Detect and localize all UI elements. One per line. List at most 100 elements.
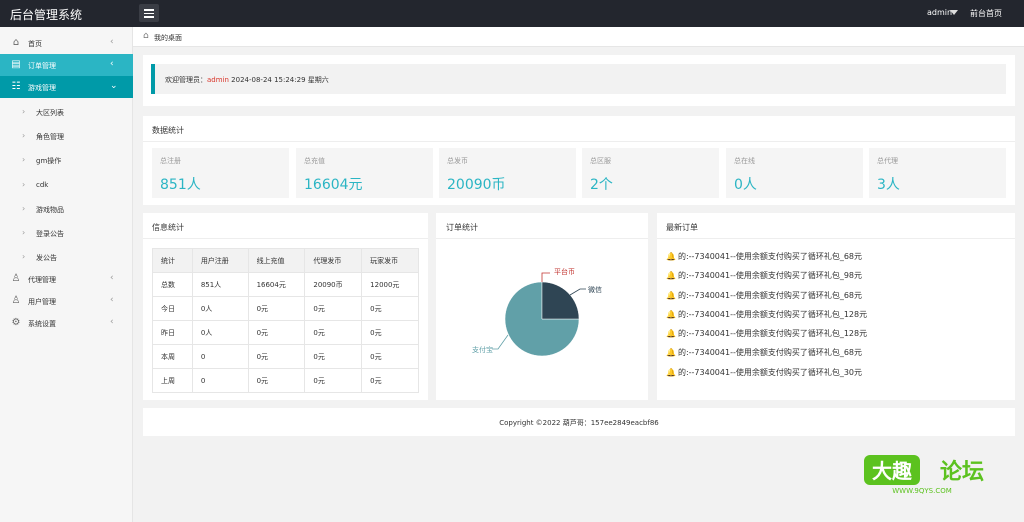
chevron-left-icon: ‹ xyxy=(110,273,114,283)
sidebar-subitem-label: 角色管理 xyxy=(36,133,64,141)
order-text: 的:--7340041--使用余额支付购买了循环礼包_68元 xyxy=(677,348,863,357)
caret-down-icon[interactable] xyxy=(950,10,958,15)
chevron-right-icon: › xyxy=(22,252,26,261)
stat-value: 0人 xyxy=(734,177,757,193)
stat-label: 总注册 xyxy=(160,157,181,165)
sidebar-subitem-announce[interactable]: › 发公告 xyxy=(0,245,133,269)
chevron-right-icon: › xyxy=(22,107,26,116)
chevron-left-icon: ‹ xyxy=(110,37,114,47)
bell-icon: 🔔 xyxy=(666,348,676,357)
stat-total-online: 总在线 0人 xyxy=(726,148,863,198)
order-text: 的:--7340041--使用余额支付购买了循环礼包_68元 xyxy=(677,252,863,261)
front-page-link[interactable]: 前台首页 xyxy=(970,9,1002,18)
bell-icon: 🔔 xyxy=(666,291,676,300)
chevron-right-icon: › xyxy=(22,131,26,140)
table-cell: 今日 xyxy=(152,296,193,321)
table-cell: 12000元 xyxy=(361,272,419,297)
table-cell: 0人 xyxy=(191,296,249,321)
watermark-url: WWW.9QYS.COM xyxy=(892,487,952,495)
sidebar-subitem-label: gm操作 xyxy=(36,157,62,165)
order-icon: ▤ xyxy=(11,59,21,70)
pie-label-alipay-leader xyxy=(492,334,509,350)
sidebar-subitem-roles[interactable]: › 角色管理 xyxy=(0,124,133,148)
user-icon: ♙ xyxy=(11,295,21,306)
order-text: 的:--7340041--使用余额支付购买了循环礼包_98元 xyxy=(677,271,863,280)
chevron-right-icon: › xyxy=(22,228,26,237)
top-bar: 后台管理系统 admin 前台首页 xyxy=(0,0,1024,27)
footer: Copyright ©2022 葫芦哥：157ee2849eacbf86 xyxy=(143,408,1015,436)
pie-label-platform: 平台币 xyxy=(554,267,575,276)
table-row: 本周 0 0元 0元 0元 xyxy=(152,344,419,369)
sidebar-item-home[interactable]: ⌂ 首页 ‹ xyxy=(0,32,133,54)
sidebar: ⌂ 首页 ‹ ▤ 订单管理 ‹ ☷ 游戏管理 ⌄ › 大区列表 › 角色管理 ›… xyxy=(0,27,133,522)
sidebar-subitem-gm[interactable]: › gm操作 xyxy=(0,148,133,172)
stat-label: 总在线 xyxy=(734,157,755,165)
chevron-down-icon: ⌄ xyxy=(110,81,118,91)
breadcrumb-label[interactable]: 我的桌面 xyxy=(154,34,182,42)
table-cell: 0元 xyxy=(304,296,363,321)
chevron-left-icon: ‹ xyxy=(110,59,114,69)
divider xyxy=(143,238,428,239)
divider xyxy=(436,238,648,239)
stat-value: 20090币 xyxy=(447,177,506,193)
list-item: 🔔 的:--7340041--使用余额支付购买了循环礼包_128元 xyxy=(666,309,867,320)
sidebar-item-settings[interactable]: ⚙ 系统设置 ‹ xyxy=(0,312,133,334)
order-text: 的:--7340041--使用余额支付购买了循环礼包_128元 xyxy=(677,329,868,338)
table-header: 用户注册 xyxy=(191,248,249,273)
welcome-user: admin xyxy=(207,76,229,84)
stat-value: 851人 xyxy=(160,177,201,193)
breadcrumb: ⌂ 我的桌面 xyxy=(133,27,1024,47)
table-cell: 0元 xyxy=(304,344,363,369)
sidebar-subitem-label: 大区列表 xyxy=(36,109,64,117)
bell-icon: 🔔 xyxy=(666,271,676,280)
table-cell: 0元 xyxy=(304,368,363,393)
table-cell: 0元 xyxy=(247,368,306,393)
menu-toggle-button[interactable] xyxy=(139,4,159,22)
info-title: 信息统计 xyxy=(152,223,184,232)
table-cell: 昨日 xyxy=(152,320,193,345)
table-cell: 0 xyxy=(191,368,249,393)
sidebar-item-games[interactable]: ☷ 游戏管理 ⌄ xyxy=(0,76,133,98)
chevron-left-icon: ‹ xyxy=(110,295,114,305)
sidebar-subitem-cdk[interactable]: › cdk xyxy=(0,173,133,197)
sidebar-subitem-login-notice[interactable]: › 登录公告 xyxy=(0,221,133,245)
home-icon: ⌂ xyxy=(12,37,20,48)
pie-label-platform-leader xyxy=(541,272,550,282)
welcome-banner: 欢迎管理员：admin 2024-08-24 15:24:29 星期六 xyxy=(151,64,1006,94)
user-menu[interactable]: admin xyxy=(927,8,953,17)
sidebar-item-orders[interactable]: ▤ 订单管理 ‹ xyxy=(0,54,133,76)
sidebar-subitem-regions[interactable]: › 大区列表 xyxy=(0,100,133,124)
table-row: 今日 0人 0元 0元 0元 xyxy=(152,296,419,321)
stat-label: 总充值 xyxy=(304,157,325,165)
divider xyxy=(143,141,1015,142)
stat-value: 16604元 xyxy=(304,177,363,193)
table-cell: 0元 xyxy=(361,320,419,345)
sidebar-item-agents[interactable]: ♙ 代理管理 ‹ xyxy=(0,268,133,290)
table-cell: 0 xyxy=(191,344,249,369)
stat-value: 2个 xyxy=(590,177,613,193)
welcome-text: 欢迎管理员：admin 2024-08-24 15:24:29 星期六 xyxy=(165,75,329,85)
pie-label-alipay: 支付宝 xyxy=(472,345,493,354)
pie-slice-0 xyxy=(504,281,580,357)
stat-label: 总发币 xyxy=(447,157,468,165)
sidebar-item-label: 用户管理 xyxy=(28,298,56,306)
chevron-right-icon: › xyxy=(22,204,26,213)
sidebar-item-label: 首页 xyxy=(28,40,42,48)
table-cell: 0元 xyxy=(361,344,419,369)
order-text: 的:--7340041--使用余额支付购买了循环礼包_30元 xyxy=(677,368,863,377)
info-table: 统计 用户注册 线上充值 代理发币 玩家发币 总数 851人 16604元 20… xyxy=(152,248,419,393)
pie-label-wechat: 微信 xyxy=(588,285,602,294)
latest-orders-title: 最新订单 xyxy=(666,223,698,232)
home-icon: ⌂ xyxy=(143,31,149,41)
order-text: 的:--7340041--使用余额支付购买了循环礼包_68元 xyxy=(677,291,863,300)
chevron-right-icon: › xyxy=(22,180,26,189)
stat-total-servers: 总区服 2个 xyxy=(582,148,719,198)
chevron-right-icon: › xyxy=(22,155,26,164)
sidebar-item-users[interactable]: ♙ 用户管理 ‹ xyxy=(0,290,133,312)
sidebar-subitem-label: 游戏物品 xyxy=(36,206,64,214)
stat-total-agents: 总代理 3人 xyxy=(869,148,1006,198)
sidebar-subitem-items[interactable]: › 游戏物品 xyxy=(0,197,133,221)
table-cell: 本周 xyxy=(152,344,193,369)
stat-value: 3人 xyxy=(877,177,900,193)
bell-icon: 🔔 xyxy=(666,310,676,319)
